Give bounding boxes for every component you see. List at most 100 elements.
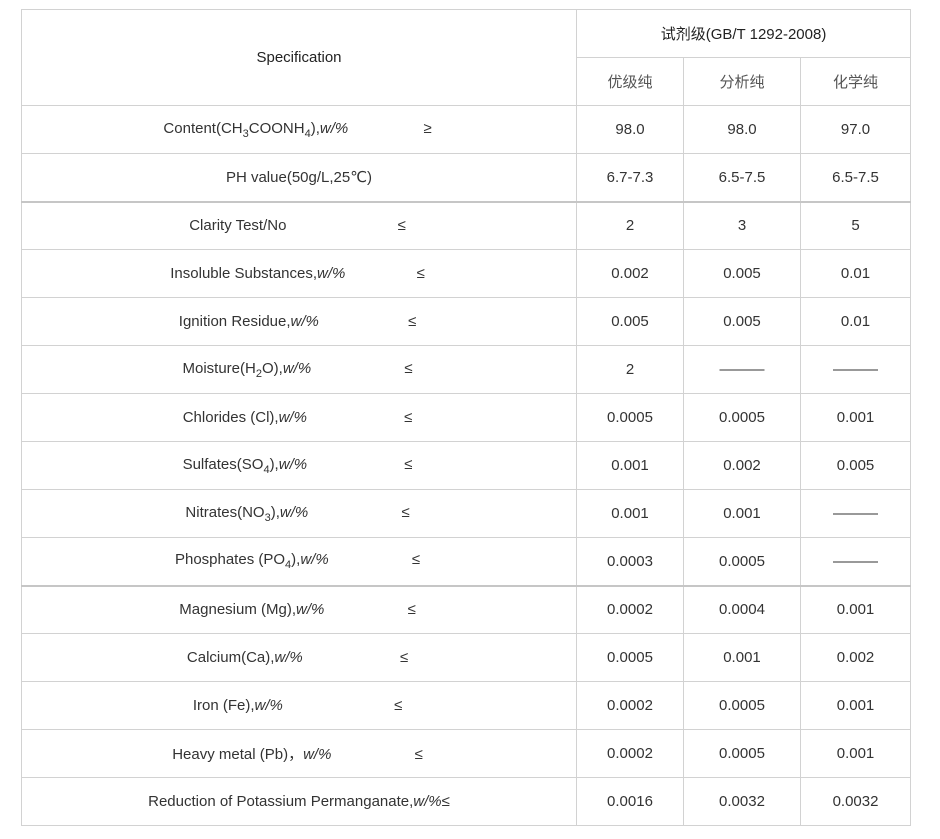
table-row: Reduction of Potassium Permanganate,w/%≤… (21, 777, 912, 826)
table-row: Sulfates(SO4),w/% ≤ 0.001 0.002 0.005 (21, 441, 912, 490)
table-row: Content(CH3COONH4),w/% ≥ 98.0 98.0 97.0 (21, 105, 912, 154)
specification-header: Specification (21, 9, 577, 106)
spec-name: Ignition Residue,w/% (178, 313, 319, 330)
value-cell: 0.002 (683, 441, 801, 490)
value-cell: 6.5-7.5 (683, 153, 801, 202)
table-row: Ignition Residue,w/% ≤ 0.005 0.005 0.01 (21, 297, 912, 346)
value-cell: 0.001 (683, 489, 801, 538)
value-cell: 0.0005 (683, 729, 801, 778)
value-cell: 0.0005 (683, 681, 801, 730)
spec-name-cell: Magnesium (Mg),w/% ≤ (21, 584, 577, 634)
spec-name-cell: Moisture(H2O),w/% ≤ (21, 345, 577, 394)
table-row: Nitrates(NO3),w/% ≤ 0.001 0.001 ——— (21, 489, 912, 538)
value-cell: 0.0032 (799, 777, 912, 826)
value-cell: 0.002 (799, 633, 912, 682)
value-cell: 2 (576, 345, 684, 394)
value-cell: 0.0005 (576, 393, 684, 442)
table-row: Chlorides (Cl),w/% ≤ 0.0005 0.0005 0.001 (21, 393, 912, 442)
table-row: Magnesium (Mg),w/% ≤ 0.0002 0.0004 0.001 (21, 584, 912, 634)
value-cell: 0.001 (799, 681, 912, 730)
spec-name: Chlorides (Cl),w/% (182, 409, 307, 426)
value-cell: 98.0 (576, 105, 684, 154)
relation-symbol: ≤ (394, 697, 403, 714)
table-row: Heavy metal (Pb)，w/% ≤ 0.0002 0.0005 0.0… (21, 729, 912, 778)
value-cell: 2 (576, 200, 684, 250)
value-cell: 0.0005 (683, 537, 801, 586)
table-row: Iron (Fe),w/% ≤ 0.0002 0.0005 0.001 (21, 681, 912, 730)
table-row: Moisture(H2O),w/% ≤ 2 ——— ——— (21, 345, 912, 394)
relation-symbol: ≤ (397, 217, 406, 235)
spec-name-cell: Content(CH3COONH4),w/% ≥ (21, 105, 577, 154)
value-cell: 0.0032 (683, 777, 801, 826)
value-cell: 0.005 (576, 297, 684, 346)
relation-symbol: ≤ (416, 265, 425, 282)
value-cell: 0.0002 (576, 584, 684, 634)
spec-name: Iron (Fe),w/% (192, 697, 283, 714)
grade-standard-header: 试剂级(GB/T 1292-2008) (575, 9, 912, 58)
relation-symbol: ≤ (404, 409, 413, 426)
value-cell: 0.0003 (576, 537, 684, 586)
spec-name-cell: PH value(50g/L,25℃) (21, 153, 577, 202)
relation-symbol: ≤ (399, 649, 409, 666)
spec-name-cell: Chlorides (Cl),w/% ≤ (21, 393, 577, 442)
table-row: Calcium(Ca),w/% ≤ 0.0005 0.001 0.002 (21, 633, 912, 682)
value-cell: 3 (683, 200, 801, 250)
table-row: Clarity Test/No ≤ 2 3 5 (21, 200, 912, 250)
spec-name-cell: Clarity Test/No ≤ (21, 200, 577, 250)
spec-name-cell: Phosphates (PO4),w/% ≤ (21, 537, 577, 586)
value-cell: 0.01 (799, 297, 912, 346)
spec-name: Reduction of Potassium Permanganate,w/%≤ (148, 793, 450, 810)
value-cell: 0.0004 (683, 584, 801, 634)
spec-name: Heavy metal (Pb)，w/% (172, 746, 332, 763)
spec-name-cell: Heavy metal (Pb)，w/% ≤ (21, 729, 577, 778)
spec-name: Sulfates(SO4),w/% (182, 455, 308, 476)
spec-name: Phosphates (PO4),w/% (174, 551, 329, 572)
value-cell: ——— (799, 537, 912, 586)
table-row: Insoluble Substances,w/% ≤ 0.002 0.005 0… (21, 249, 912, 298)
spec-name-cell: Calcium(Ca),w/% ≤ (21, 633, 577, 682)
spec-name-cell: Reduction of Potassium Permanganate,w/%≤ (21, 777, 577, 826)
relation-symbol: ≤ (404, 359, 413, 377)
spec-name: Content(CH3COONH4),w/% (163, 119, 349, 140)
value-cell: ——— (799, 345, 912, 394)
value-cell: 0.0002 (576, 729, 684, 778)
grade-header-guaranteed: 优级纯 (576, 57, 684, 106)
relation-symbol: ≥ (423, 119, 432, 137)
value-cell: 0.0005 (683, 393, 801, 442)
spec-name-cell: Nitrates(NO3),w/% ≤ (21, 489, 577, 538)
relation-symbol: ≤ (411, 551, 421, 569)
relation-symbol: ≤ (414, 746, 423, 763)
relation-symbol: ≤ (408, 313, 417, 330)
value-cell: 0.001 (799, 584, 912, 634)
value-cell: 0.001 (683, 633, 801, 682)
spec-name: Magnesium (Mg),w/% (179, 601, 325, 619)
table-row: PH value(50g/L,25℃) 6.7-7.3 6.5-7.5 6.5-… (21, 153, 912, 202)
table-row: Phosphates (PO4),w/% ≤ 0.0003 0.0005 ——— (21, 537, 912, 586)
value-cell: 5 (799, 200, 912, 250)
value-cell: 0.001 (799, 393, 912, 442)
value-cell: 0.005 (683, 249, 801, 298)
spec-name: Insoluble Substances,w/% (170, 265, 346, 282)
spec-name-cell: Ignition Residue,w/% ≤ (21, 297, 577, 346)
value-cell: 0.002 (576, 249, 684, 298)
value-cell: 0.001 (799, 729, 912, 778)
spec-name-cell: Insoluble Substances,w/% ≤ (21, 249, 577, 298)
relation-symbol: ≤ (401, 503, 410, 521)
value-cell: 6.5-7.5 (799, 153, 912, 202)
value-cell: 0.005 (799, 441, 912, 490)
spec-name: Moisture(H2O),w/% (182, 359, 312, 380)
grade-header-analytical: 分析纯 (683, 57, 801, 106)
value-cell: 0.01 (799, 249, 912, 298)
value-cell: ——— (683, 345, 801, 394)
relation-symbol: ≤ (404, 455, 413, 473)
spec-name: Calcium(Ca),w/% (186, 649, 303, 666)
value-cell: 97.0 (799, 105, 912, 154)
specification-table: Specification 试剂级(GB/T 1292-2008) 优级纯 分析… (21, 9, 912, 826)
value-cell: 0.0005 (576, 633, 684, 682)
spec-name: PH value(50g/L,25℃) (225, 169, 373, 187)
relation-symbol: ≤ (407, 601, 416, 619)
spec-name-cell: Iron (Fe),w/% ≤ (21, 681, 577, 730)
spec-name: Nitrates(NO3),w/% (185, 503, 309, 524)
value-cell: ——— (799, 489, 912, 538)
spec-name: Clarity Test/No (189, 217, 287, 235)
